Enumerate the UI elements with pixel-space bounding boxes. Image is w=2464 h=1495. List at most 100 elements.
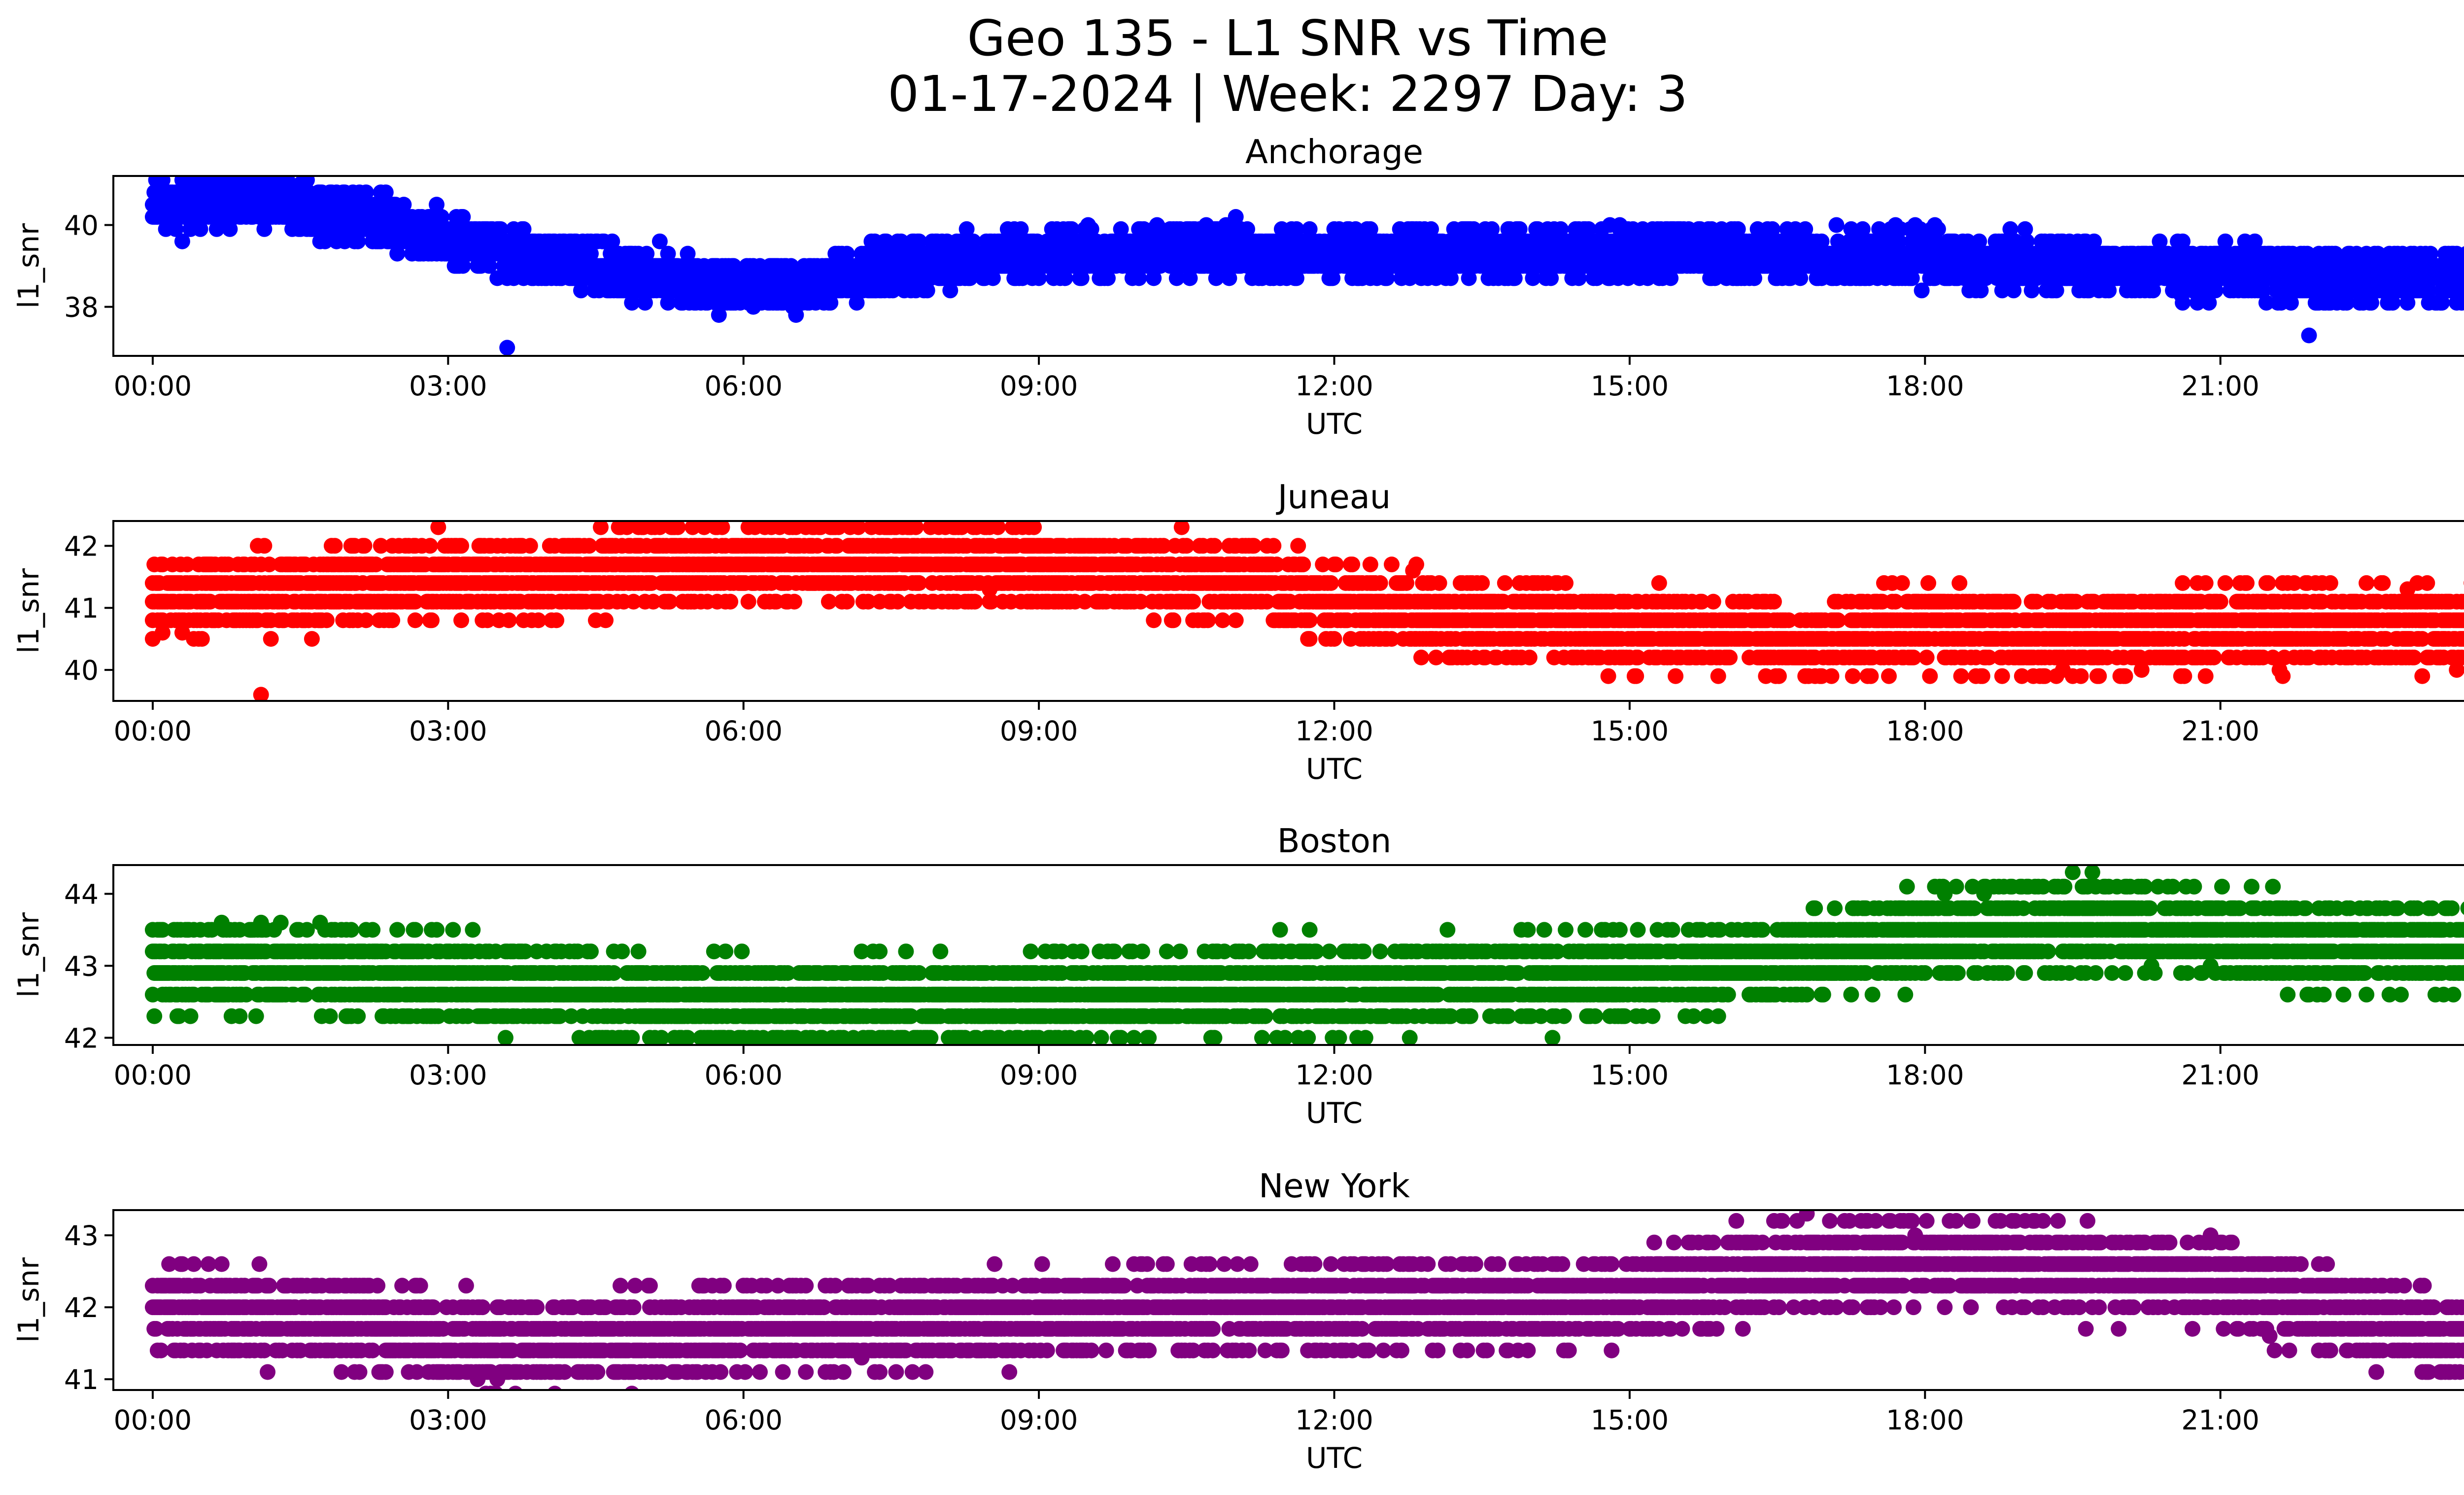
scatter-points bbox=[144, 521, 2464, 701]
data-point bbox=[2190, 295, 2206, 311]
data-point bbox=[2283, 295, 2299, 311]
data-point bbox=[1057, 270, 1073, 286]
data-point bbox=[1792, 270, 1809, 286]
data-point-outlier bbox=[745, 299, 761, 315]
data-point bbox=[714, 521, 730, 535]
data-point bbox=[1208, 270, 1224, 286]
data-point bbox=[624, 295, 640, 311]
data-point bbox=[1290, 538, 1306, 554]
data-point bbox=[261, 556, 277, 573]
data-point bbox=[1525, 270, 1541, 286]
data-point bbox=[2007, 233, 2023, 249]
data-point bbox=[1830, 233, 1846, 249]
data-point bbox=[1730, 221, 1746, 237]
data-point-outlier bbox=[785, 299, 801, 315]
data-point bbox=[1347, 221, 1364, 237]
data-point bbox=[2258, 295, 2274, 311]
data-point bbox=[1506, 270, 1523, 286]
data-point bbox=[384, 612, 401, 628]
data-point bbox=[670, 521, 686, 535]
data-point bbox=[573, 282, 589, 299]
data-point-outlier bbox=[1218, 217, 1234, 233]
data-point bbox=[1164, 258, 1180, 274]
data-point bbox=[389, 245, 406, 262]
data-point bbox=[256, 221, 273, 237]
data-point bbox=[1904, 270, 1920, 286]
data-point bbox=[1707, 270, 1723, 286]
data-point bbox=[942, 282, 958, 299]
data-point bbox=[660, 295, 676, 311]
data-point bbox=[786, 593, 802, 610]
data-point bbox=[230, 160, 246, 175]
data-point bbox=[453, 612, 469, 628]
data-point bbox=[256, 538, 273, 554]
y-tick-label: 40 bbox=[64, 210, 99, 242]
data-point bbox=[2299, 245, 2316, 262]
data-point bbox=[660, 245, 676, 262]
data-point bbox=[2255, 282, 2271, 299]
data-point bbox=[1131, 270, 1147, 286]
data-point bbox=[2363, 295, 2379, 311]
data-point bbox=[1362, 556, 1378, 573]
data-point bbox=[2459, 283, 2464, 298]
data-point bbox=[1994, 282, 2010, 299]
data-point bbox=[967, 593, 983, 610]
x-tick-label: 21:00 bbox=[2181, 370, 2259, 402]
data-point bbox=[1520, 233, 1536, 249]
data-point-outlier bbox=[1080, 217, 1096, 233]
data-point bbox=[2101, 282, 2117, 299]
data-point bbox=[1746, 270, 1762, 286]
data-point bbox=[317, 233, 333, 249]
x-axis-label: UTC bbox=[1306, 407, 1363, 441]
data-point-outlier bbox=[2173, 286, 2189, 303]
data-point bbox=[1063, 221, 1080, 237]
data-point bbox=[1168, 270, 1185, 286]
data-point bbox=[598, 612, 614, 628]
data-point bbox=[453, 538, 469, 554]
data-point bbox=[522, 538, 538, 554]
data-point-outlier bbox=[233, 176, 249, 192]
data-point bbox=[1013, 221, 1029, 237]
data-point bbox=[722, 593, 739, 610]
data-point bbox=[501, 612, 517, 628]
data-point bbox=[839, 245, 855, 262]
data-point bbox=[1663, 270, 1679, 286]
data-point bbox=[263, 631, 279, 647]
data-point-outlier bbox=[292, 176, 308, 192]
data-point bbox=[2459, 246, 2464, 261]
data-point bbox=[1182, 270, 1198, 286]
data-point bbox=[1146, 612, 1162, 628]
data-point bbox=[1914, 282, 1930, 299]
data-point bbox=[680, 245, 696, 262]
data-point bbox=[430, 521, 446, 535]
figure-title-line2: 01-17-2024 | Week: 2297 Day: 3 bbox=[888, 65, 1687, 123]
data-point bbox=[1589, 270, 1605, 286]
subplot-title: Anchorage bbox=[1245, 133, 1423, 171]
data-point bbox=[1543, 270, 1559, 286]
data-point bbox=[1891, 233, 1907, 249]
data-point bbox=[1971, 233, 1987, 249]
data-point bbox=[2086, 233, 2102, 249]
data-point bbox=[1797, 221, 1814, 237]
data-point bbox=[2462, 248, 2464, 259]
data-point-outlier bbox=[174, 233, 190, 249]
data-point bbox=[429, 197, 445, 213]
data-point bbox=[208, 221, 225, 237]
data-point-outlier bbox=[1887, 217, 1904, 233]
data-point bbox=[583, 245, 599, 262]
data-point bbox=[350, 233, 366, 249]
data-point bbox=[304, 631, 320, 647]
data-point bbox=[1266, 538, 1282, 554]
data-point bbox=[1206, 538, 1223, 554]
data-point bbox=[1620, 270, 1636, 286]
data-point bbox=[1484, 221, 1500, 237]
data-point bbox=[548, 612, 565, 628]
data-point bbox=[1402, 270, 1418, 286]
data-point bbox=[740, 593, 756, 610]
scatter-points bbox=[144, 160, 2464, 356]
data-point bbox=[1814, 233, 1830, 249]
y-axis-label: l1_snr bbox=[12, 223, 45, 309]
data-point bbox=[1288, 221, 1304, 237]
data-point bbox=[1073, 270, 1090, 286]
